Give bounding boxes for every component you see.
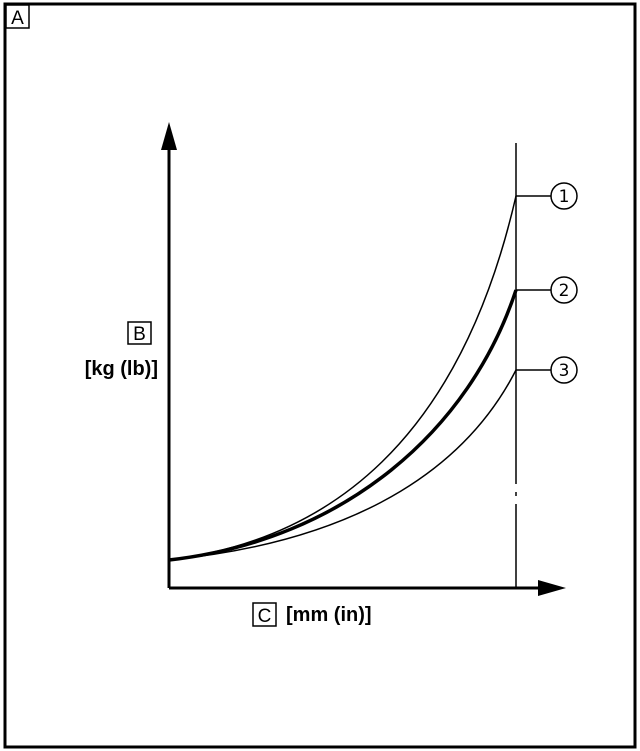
x-axis-letter-box: [252, 602, 277, 627]
diagram-border: [3, 2, 637, 749]
callout-1: 1: [550, 182, 578, 210]
callout-3: 3: [550, 356, 578, 384]
x-axis-unit: [mm (in)]: [286, 604, 372, 626]
callout-3-number: 3: [559, 361, 570, 381]
curve-3: [168, 369, 517, 561]
y-axis-arrow: [161, 122, 177, 150]
x-axis-letter: C: [258, 606, 272, 627]
y-axis-unit: [kg (lb)]: [85, 358, 158, 380]
y-axis-letter: B: [133, 324, 146, 345]
callout-2: 2: [550, 276, 578, 304]
callout-2-number: 2: [559, 281, 570, 301]
callout-1-number: 1: [559, 187, 570, 207]
corner-label-text: A: [11, 8, 24, 29]
y-axis-label: B [kg (lb)]: [85, 321, 158, 380]
y-axis-letter-box: [127, 321, 152, 345]
corner-label: A: [5, 4, 30, 29]
x-axis-arrow: [538, 580, 566, 596]
x-axis-label: C [mm (in)]: [252, 602, 372, 627]
curve-2: [168, 289, 518, 562]
